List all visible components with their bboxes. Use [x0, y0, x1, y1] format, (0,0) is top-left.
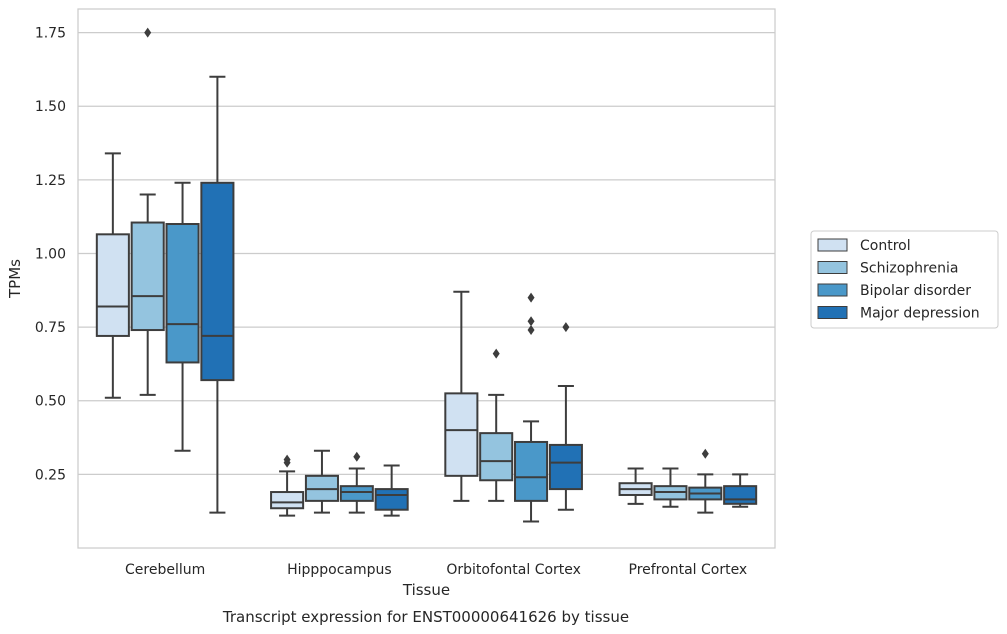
box-control — [270, 454, 305, 517]
x-tick-label: Cerebellum — [125, 562, 205, 578]
box-bipolar-disorder — [688, 448, 723, 514]
y-tick-label: 1.00 — [35, 246, 66, 262]
iqr-box — [270, 491, 305, 510]
box-schizophrenia — [653, 467, 688, 508]
box-control — [618, 467, 653, 505]
box-bipolar-disorder — [165, 181, 200, 452]
boxes — [95, 27, 758, 523]
y-axis-ticks: 0.25 0.50 0.75 1.00 1.25 1.50 1.75 — [35, 26, 66, 484]
x-tick-label: Orbitofontal Cortex — [446, 562, 581, 578]
outlier-point — [144, 27, 152, 38]
outlier-point — [527, 292, 535, 303]
iqr-box — [548, 443, 583, 491]
iqr-box — [130, 221, 165, 332]
y-tick-label: 1.25 — [35, 173, 66, 189]
outlier-point — [527, 316, 535, 327]
box-major-depression — [200, 75, 235, 514]
iqr-box — [479, 432, 514, 482]
legend-label: Major depression — [860, 306, 980, 322]
gridlines — [78, 31, 775, 475]
box-major-depression — [723, 473, 758, 508]
iqr-box — [165, 223, 200, 364]
x-tick-label: Hipppocampus — [287, 562, 392, 578]
legend-swatch — [817, 306, 848, 319]
y-tick-label: 1.75 — [35, 26, 66, 42]
outlier-point — [353, 451, 361, 462]
y-tick-label: 0.50 — [35, 394, 66, 410]
box-control — [444, 290, 479, 502]
box-schizophrenia — [304, 449, 339, 514]
legend-label: Control — [860, 238, 911, 254]
iqr-box — [723, 485, 758, 505]
iqr-box — [374, 488, 409, 511]
legend-swatch — [817, 283, 848, 297]
legend-frame — [810, 230, 999, 329]
legend-label: Schizophrenia — [860, 261, 958, 277]
legend-label: Bipolar disorder — [860, 283, 971, 299]
outlier-point — [283, 454, 291, 465]
legend-swatch — [817, 261, 848, 274]
box-major-depression — [374, 464, 409, 517]
box-schizophrenia — [130, 27, 165, 396]
box-bipolar-disorder — [339, 451, 374, 514]
x-axis-label: Tissue — [402, 581, 450, 599]
iqr-box — [514, 440, 549, 502]
iqr-box — [95, 233, 130, 337]
box-major-depression — [548, 322, 583, 511]
iqr-box — [200, 181, 235, 382]
x-tick-label: Prefrontal Cortex — [629, 562, 748, 578]
iqr-box — [339, 485, 374, 502]
outlier-point — [562, 322, 570, 333]
y-tick-label: 0.25 — [35, 467, 66, 483]
x-axis-ticks: Cerebellum Hipppocampus Orbitofontal Corte… — [125, 562, 747, 578]
legend-swatch — [817, 238, 848, 252]
outlier-point — [527, 325, 535, 336]
y-tick-label: 0.75 — [35, 320, 66, 336]
y-axis-label: TPMs — [6, 259, 24, 299]
chart-caption: Transcript expression for ENST0000064162… — [222, 608, 629, 626]
box-schizophrenia — [479, 348, 514, 502]
y-tick-label: 1.50 — [35, 99, 66, 115]
outlier-point — [492, 348, 500, 359]
box-control — [95, 152, 130, 399]
iqr-box — [444, 392, 479, 477]
legend: Control Schizophrenia Bipolar disorder Majo… — [810, 230, 999, 329]
box-bipolar-disorder — [514, 292, 549, 523]
outlier-point — [701, 448, 709, 459]
